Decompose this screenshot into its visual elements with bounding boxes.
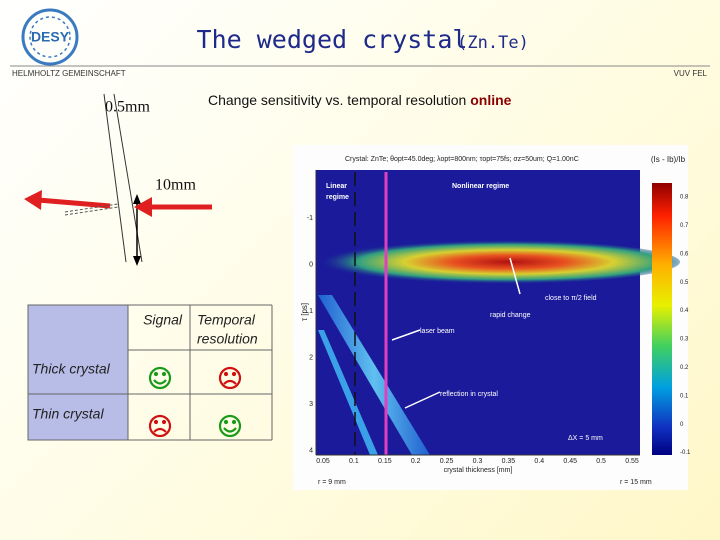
x-axis-label: crystal thickness [mm] [444,467,513,474]
x-tick-label: 0.3 [473,458,483,465]
col-header: Signal [143,312,183,328]
plot-annotation: r = 15 mm [620,479,652,486]
y-tick-label: 1 [309,308,313,315]
subtitle-highlight: online [470,92,511,108]
colorbar-tick-label: 0.7 [680,223,689,229]
plot-annotation: Nonlinear regime [452,183,509,190]
plot-annotation: r = 9 mm [318,479,346,486]
row-header: Thin crystal [32,406,104,422]
title-suffix: (Zn.Te) [457,33,529,53]
colorbar-tick-label: 0.1 [680,393,689,399]
x-tick-label: 0.45 [563,458,577,465]
colorbar-tick-label: 0.3 [680,337,689,343]
plot-annotation: regime [326,194,349,201]
y-tick-label: 3 [309,401,313,408]
y-tick-label: -1 [307,215,313,222]
col-header: resolution [197,331,258,347]
y-axis-label: τ [ps] [300,303,309,321]
title: The wedged crystal [197,25,468,54]
plot-annotation: ΔX = 5 mm [568,435,603,442]
colorbar-tick-label: -0.1 [680,450,691,456]
thickness-label: 0.5mm [105,99,150,116]
plot-image [293,145,688,490]
plot-annotation: close to π/2 field [545,295,597,302]
colorbar-tick-label: 0.6 [680,251,689,257]
plot-annotation: rapid change [490,312,531,319]
colorbar-label: (Is - Ib)/Ib [651,155,686,164]
x-tick-label: 0.1 [349,458,359,465]
y-tick-label: 0 [309,261,313,268]
x-tick-label: 0.2 [411,458,421,465]
plot-annotation: reflection in crystal [440,391,498,398]
org: HELMHOLTZ GEMEINSCHAFT [12,69,126,78]
colorbar-tick-label: 0.2 [680,365,689,371]
comparison-table [27,304,273,441]
logo: DESY [21,8,79,66]
colorbar-tick-label: 0.4 [680,308,689,314]
x-tick-label: 0.5 [596,458,606,465]
logo-text: DESY [31,29,70,45]
x-tick-label: 0.4 [534,458,544,465]
plot-title: Crystal: ZnTe; θopt=45.0deg; λopt=800nm;… [345,156,579,163]
x-tick-label: 0.55 [625,458,639,465]
colorbar-tick-label: 0 [680,422,684,428]
row-header: Thick crystal [32,361,111,377]
wedge-diagram [24,93,212,266]
x-tick-label: 0.05 [316,458,330,465]
subtitle: Change sensitivity vs. temporal resoluti… [208,92,512,108]
project: VUV FEL [674,69,708,78]
plot-annotation: Linear [326,183,347,190]
subtitle-text: Change sensitivity vs. temporal resoluti… [208,92,466,108]
y-tick-label: 2 [309,354,313,361]
smiley-icons [148,366,242,438]
colorbar-tick-label: 0.5 [680,280,689,286]
x-tick-label: 0.25 [440,458,454,465]
col-header: Temporal [197,312,256,328]
y-tick-label: 4 [309,447,313,454]
plot-annotation: laser beam [420,328,455,335]
width-label: 10mm [155,177,196,194]
colorbar-tick-label: 0.8 [680,195,689,201]
x-tick-label: 0.35 [502,458,516,465]
x-tick-label: 0.15 [378,458,392,465]
